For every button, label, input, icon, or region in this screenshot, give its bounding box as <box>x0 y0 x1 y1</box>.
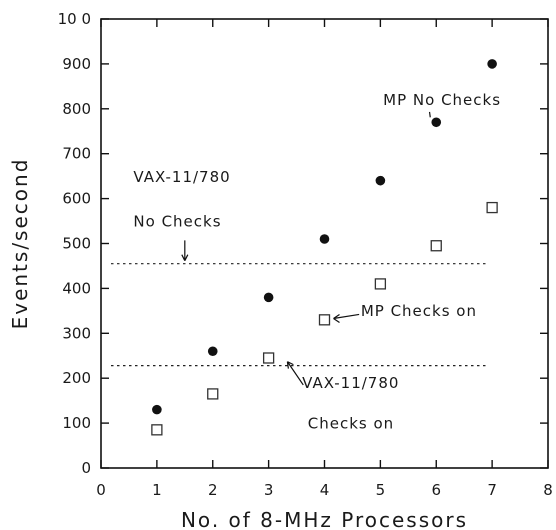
annotation-vax-checks-on-line1: VAX-11/780 <box>302 374 399 392</box>
data-point-mp-no-checks <box>207 346 218 357</box>
y-tick-label: 400 <box>62 279 91 297</box>
data-point-mp-no-checks <box>487 59 497 69</box>
annotation-vax-no-checks-line1: VAX-11/780 <box>133 168 230 186</box>
y-tick-label: 500 <box>62 235 91 253</box>
x-tick-label: 7 <box>487 481 497 499</box>
x-tick-label: 6 <box>431 481 441 499</box>
annotation-mp-checks-on: MP Checks on <box>361 302 477 320</box>
y-tick-label: 0 <box>81 459 91 477</box>
y-tick-label: 900 <box>62 55 91 73</box>
x-tick-label: 4 <box>320 481 330 499</box>
annotation-arrow-vax-no-checks <box>181 240 189 261</box>
x-tick-label: 1 <box>152 481 162 499</box>
annotation-arrow-vax-checks-on <box>286 361 304 386</box>
data-points <box>151 59 498 436</box>
data-point-mp-no-checks <box>152 404 162 415</box>
data-point-mp-no-checks <box>319 234 330 244</box>
data-point-mp-checks-on <box>318 314 331 326</box>
data-point-mp-checks-on <box>486 201 498 214</box>
annotations: MP No Checks MP Checks on VAX-11/780 No … <box>133 91 501 432</box>
data-point-mp-checks-on <box>374 278 387 290</box>
y-tick-label: 800 <box>62 100 91 118</box>
x-axis-ticks: 0 1 2 3 4 5 6 7 8 <box>96 19 553 499</box>
y-tick-label: 700 <box>62 145 91 163</box>
data-point-mp-no-checks <box>263 292 274 303</box>
annotation-vax-checks-on-line2: Checks on <box>308 414 394 432</box>
x-tick-label: 8 <box>543 481 553 499</box>
data-point-mp-checks-on <box>262 352 275 364</box>
y-tick-label: 10 0 <box>58 10 91 28</box>
reference-lines <box>111 263 487 367</box>
data-point-mp-no-checks <box>431 117 442 128</box>
x-tick-label: 0 <box>96 481 106 499</box>
x-axis-label: No. of 8-MHz Processors <box>181 508 468 530</box>
data-point-mp-no-checks <box>375 175 386 186</box>
y-tick-label: 200 <box>62 369 91 387</box>
annotation-mp-no-checks: MP No Checks <box>383 91 501 109</box>
x-tick-label: 3 <box>264 481 274 499</box>
data-point-mp-checks-on <box>430 240 442 252</box>
data-point-mp-checks-on <box>207 388 219 400</box>
y-tick-label: 300 <box>62 324 91 342</box>
y-tick-label: 600 <box>62 190 91 208</box>
x-tick-label: 5 <box>376 481 386 499</box>
y-axis-label: Events/second <box>8 158 32 330</box>
annotation-arrow-mp-checks-on <box>333 313 360 323</box>
data-point-mp-checks-on <box>151 424 163 436</box>
annotation-arrow-mp-no-checks <box>428 111 431 118</box>
annotation-vax-no-checks-line2: No Checks <box>133 212 221 230</box>
y-axis-ticks: 0 100 200 300 400 500 600 700 800 900 10 0 <box>58 10 548 477</box>
y-tick-label: 100 <box>62 414 91 432</box>
x-tick-label: 2 <box>208 481 218 499</box>
